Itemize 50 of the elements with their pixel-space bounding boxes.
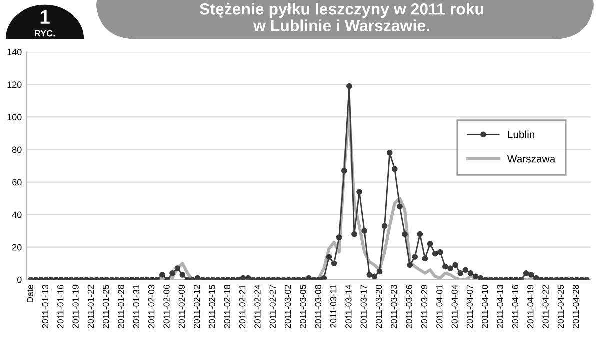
x-tick-label: 2011-04-07 xyxy=(466,285,474,328)
x-tick-label: 2011-02-15 xyxy=(209,285,216,328)
y-tick-label: 0 xyxy=(17,276,22,284)
x-tick-label: 2011-03-14 xyxy=(346,285,352,328)
x-tick-label: 2011-04-04 xyxy=(452,285,458,328)
x-tick-label: 2011-02-27 xyxy=(270,285,276,328)
x-tick-label: 2011-04-16 xyxy=(512,285,519,328)
y-tick-label: 40 xyxy=(12,212,22,218)
x-tick-label: 2011-03-29 xyxy=(421,285,428,328)
y-tick-label: 100 xyxy=(8,114,22,121)
x-tick-label: 2011-04-25 xyxy=(558,285,564,328)
x-tick-label: 2011-04-22 xyxy=(542,285,549,328)
y-tick-label: 20 xyxy=(12,244,22,251)
x-tick-label: 2011-01-28 xyxy=(118,285,124,328)
x-tick-label: 2011-01-25 xyxy=(103,285,110,328)
x-tick-label: 2011-01-19 xyxy=(72,285,79,328)
x-tick-label: 2011-03-11 xyxy=(330,285,337,328)
x-tick-label: 2011-01-22 xyxy=(88,285,94,328)
x-tick-label: 2011-03-26 xyxy=(406,285,412,328)
x-tick-label: 2011-02-03 xyxy=(148,285,155,328)
x-tick-label: 2011-02-18 xyxy=(224,285,230,328)
text: 1 xyxy=(40,10,50,24)
x-tick-label: 2011-03-20 xyxy=(376,285,382,328)
x-tick-label: 2011-04-28 xyxy=(573,285,580,328)
x-tick-label: Date xyxy=(27,285,34,303)
x-tick-label: 2011-02-24 xyxy=(254,285,261,328)
x-tick-label: 2011-04-13 xyxy=(497,285,504,328)
x-tick-label: 2011-03-08 xyxy=(315,285,322,328)
x-tick-label: 2011-02-21 xyxy=(239,285,246,328)
y-tick-label: 60 xyxy=(12,179,22,186)
y-tick-label: 80 xyxy=(12,146,22,154)
x-tick-label: 2011-01-31 xyxy=(133,285,140,328)
text: RYC. xyxy=(34,30,55,37)
chart-title: Stężenie pyłku leszczyny w 2011 roku w Lublinie i Warszawie. xyxy=(200,3,484,32)
x-tick-label: 2011-04-01 xyxy=(436,285,443,328)
x-tick-label: 2011-03-17 xyxy=(360,285,367,328)
x-tick-label: 2011-03-23 xyxy=(391,285,398,328)
x-tick-label: 2011-03-05 xyxy=(300,285,306,328)
x-tick-label: 2011-04-19 xyxy=(528,285,534,328)
x-tick-label: 2011-02-06 xyxy=(164,285,170,328)
y-tick-label: 140 xyxy=(8,49,22,56)
x-tick-label: 2011-02-12 xyxy=(194,285,200,328)
x-tick-label: 2011-02-09 xyxy=(178,285,186,328)
legend-label: Warszawa xyxy=(507,155,556,163)
x-tick-label: 2011-03-02 xyxy=(284,285,292,328)
legend-label: Lublin xyxy=(508,130,535,138)
x-tick-label: 2011-04-10 xyxy=(482,285,488,328)
x-tick-label: 2011-01-13 xyxy=(42,285,49,328)
x-tick-label: 2011-01-16 xyxy=(58,285,64,328)
y-tick-label: 120 xyxy=(8,82,22,88)
